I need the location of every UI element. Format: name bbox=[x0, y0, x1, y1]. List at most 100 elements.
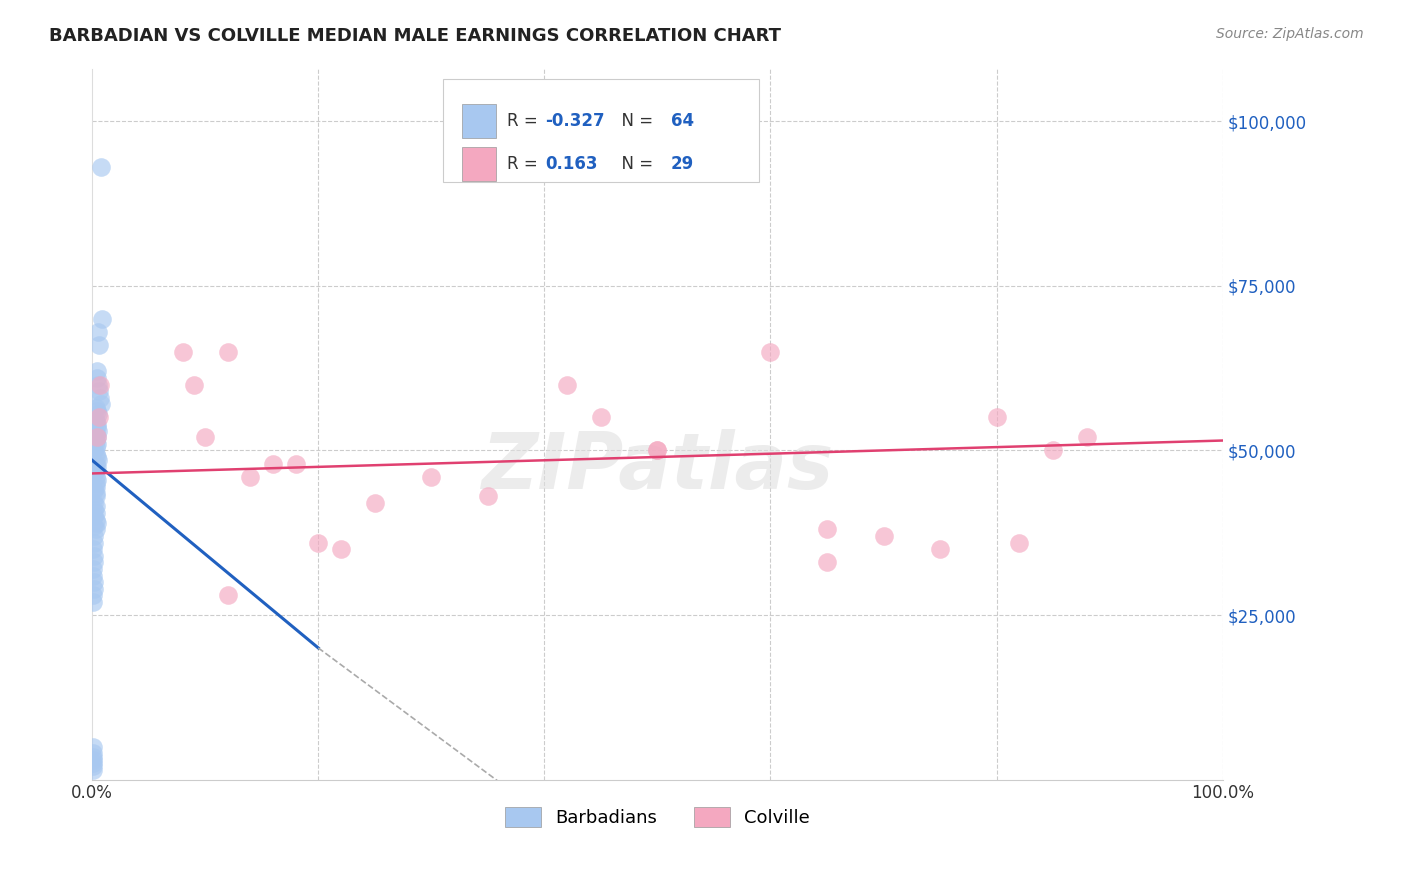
Point bbox=[90, 397, 112, 411]
Text: R =: R = bbox=[508, 155, 548, 173]
Point bbox=[86, 516, 108, 530]
Point bbox=[84, 440, 107, 454]
Text: BARBADIAN VS COLVILLE MEDIAN MALE EARNINGS CORRELATION CHART: BARBADIAN VS COLVILLE MEDIAN MALE EARNIN… bbox=[49, 27, 782, 45]
Point bbox=[84, 401, 107, 415]
Point bbox=[815, 555, 838, 569]
Text: Source: ZipAtlas.com: Source: ZipAtlas.com bbox=[1216, 27, 1364, 41]
Point bbox=[82, 568, 104, 582]
Point bbox=[89, 377, 111, 392]
Point bbox=[87, 338, 110, 352]
Point bbox=[89, 391, 111, 405]
Point bbox=[82, 739, 104, 754]
Point bbox=[82, 756, 104, 771]
Point bbox=[86, 437, 108, 451]
Point bbox=[84, 480, 107, 494]
Point bbox=[91, 311, 114, 326]
Point bbox=[172, 344, 194, 359]
Point bbox=[87, 407, 110, 421]
Point bbox=[86, 364, 108, 378]
Point bbox=[262, 457, 284, 471]
Point bbox=[872, 529, 894, 543]
Point bbox=[83, 549, 105, 563]
Point bbox=[83, 582, 105, 596]
Point bbox=[87, 325, 110, 339]
Text: -0.327: -0.327 bbox=[546, 112, 605, 130]
Point bbox=[759, 344, 782, 359]
Point bbox=[83, 467, 105, 481]
Point bbox=[1042, 443, 1064, 458]
Point bbox=[420, 469, 443, 483]
Point bbox=[83, 535, 105, 549]
Point bbox=[86, 430, 108, 444]
Point bbox=[84, 457, 107, 471]
Point bbox=[647, 443, 669, 458]
Point bbox=[84, 426, 107, 441]
Text: ZIPatlas: ZIPatlas bbox=[481, 429, 834, 505]
Point bbox=[194, 430, 217, 444]
Point bbox=[1076, 430, 1098, 444]
Point bbox=[82, 746, 104, 760]
Point bbox=[83, 443, 105, 458]
Point bbox=[86, 371, 108, 385]
Point bbox=[86, 417, 108, 431]
Point bbox=[82, 595, 104, 609]
Point bbox=[84, 414, 107, 428]
Bar bbox=[461, 147, 496, 181]
Point bbox=[183, 377, 205, 392]
Point bbox=[82, 753, 104, 767]
Point bbox=[86, 459, 108, 474]
Point bbox=[82, 562, 104, 576]
Point bbox=[815, 523, 838, 537]
Point bbox=[83, 529, 105, 543]
Point bbox=[82, 759, 104, 773]
Point bbox=[84, 486, 107, 500]
Point bbox=[647, 443, 669, 458]
Legend: Barbadians, Colville: Barbadians, Colville bbox=[498, 799, 817, 835]
Point bbox=[84, 447, 107, 461]
Point bbox=[217, 344, 239, 359]
Point bbox=[84, 506, 107, 520]
Text: 0.163: 0.163 bbox=[546, 155, 598, 173]
Point bbox=[929, 542, 952, 557]
FancyBboxPatch shape bbox=[443, 79, 759, 182]
Point bbox=[82, 749, 104, 764]
Point bbox=[1008, 535, 1031, 549]
Point bbox=[555, 377, 578, 392]
Point bbox=[87, 377, 110, 392]
Point bbox=[83, 555, 105, 569]
Point bbox=[84, 469, 107, 483]
Point bbox=[83, 519, 105, 533]
Text: 64: 64 bbox=[671, 112, 695, 130]
Point bbox=[84, 463, 107, 477]
Point bbox=[86, 430, 108, 444]
Point bbox=[83, 575, 105, 590]
Point bbox=[84, 500, 107, 514]
Point bbox=[307, 535, 329, 549]
Point bbox=[86, 420, 108, 434]
Point bbox=[84, 523, 107, 537]
Point bbox=[82, 588, 104, 602]
Point bbox=[217, 588, 239, 602]
Point bbox=[84, 434, 107, 448]
Point bbox=[83, 496, 105, 510]
Point bbox=[86, 450, 108, 464]
Point bbox=[329, 542, 352, 557]
Point bbox=[90, 161, 112, 175]
Point bbox=[87, 453, 110, 467]
Point bbox=[239, 469, 262, 483]
Point bbox=[84, 490, 107, 504]
Text: R =: R = bbox=[508, 112, 543, 130]
Text: N =: N = bbox=[612, 155, 658, 173]
Point bbox=[477, 490, 499, 504]
Point bbox=[364, 496, 387, 510]
Point bbox=[82, 763, 104, 777]
Point bbox=[82, 542, 104, 557]
Point bbox=[86, 404, 108, 418]
Point bbox=[589, 410, 612, 425]
Point bbox=[83, 502, 105, 516]
Point bbox=[87, 410, 110, 425]
Point bbox=[87, 424, 110, 438]
Text: N =: N = bbox=[612, 112, 658, 130]
Point bbox=[986, 410, 1008, 425]
Point bbox=[83, 509, 105, 524]
